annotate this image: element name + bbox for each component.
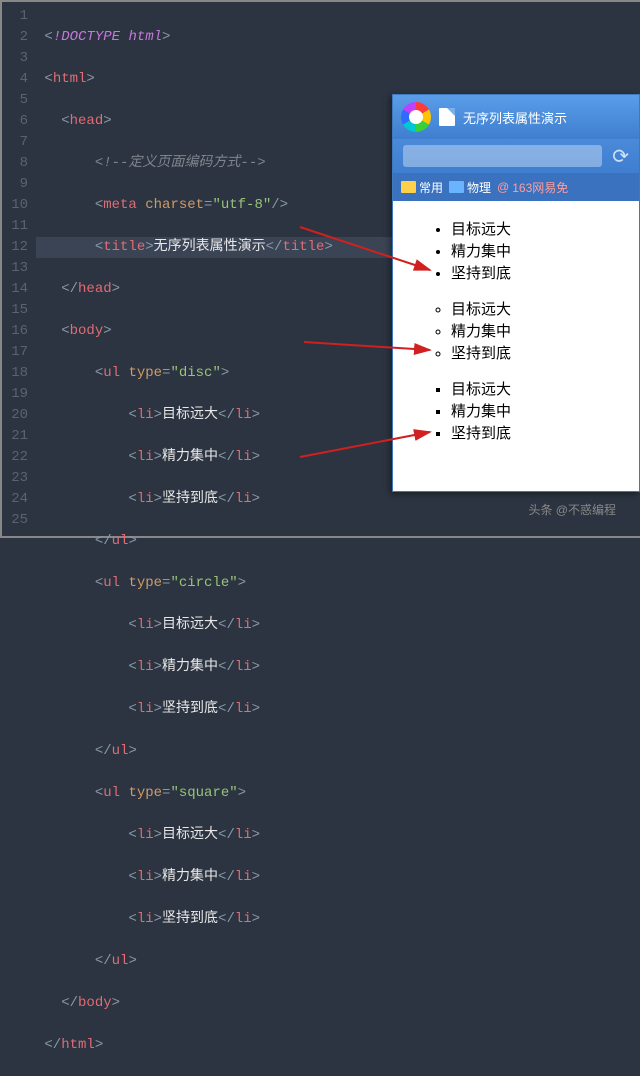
browser-logo-icon[interactable] (401, 102, 431, 132)
line-number-gutter: 1 2 3 4 5 6 7 8 9 10 11 12 13 14 15 16 1… (2, 2, 36, 536)
line-number: 3 (2, 48, 28, 69)
list-item: 目标远大 (451, 219, 639, 241)
line-number: 21 (2, 426, 28, 447)
code-line: <li>精力集中</li> (36, 657, 640, 678)
line-number: 11 (2, 216, 28, 237)
line-number: 23 (2, 468, 28, 489)
code-line: </ul> (36, 951, 640, 972)
browser-preview: 无序列表属性演示 ⟳ 常用 物理 @163网易免 目标远大 精力集中 坚持到底 … (392, 94, 640, 492)
code-line: <ul type="circle"> (36, 573, 640, 594)
line-number: 20 (2, 405, 28, 426)
code-line: <li>目标远大</li> (36, 825, 640, 846)
code-line: </ul> (36, 741, 640, 762)
line-number: 24 (2, 489, 28, 510)
list-item: 精力集中 (451, 401, 639, 423)
line-number: 14 (2, 279, 28, 300)
line-number: 16 (2, 321, 28, 342)
line-number: 1 (2, 6, 28, 27)
code-line: <ul type="square"> (36, 783, 640, 804)
line-number: 5 (2, 90, 28, 111)
list-item: 目标远大 (451, 299, 639, 321)
line-number: 9 (2, 174, 28, 195)
code-line: <li>坚持到底</li> (36, 909, 640, 930)
list-item: 精力集中 (451, 321, 639, 343)
browser-toolbar: ⟳ (393, 139, 639, 173)
code-line: <li>目标远大</li> (36, 615, 640, 636)
bookmark-item[interactable]: 常用 (401, 179, 443, 196)
code-line: </ul> (36, 531, 640, 552)
address-bar[interactable] (403, 145, 602, 167)
list-disc: 目标远大 精力集中 坚持到底 (433, 219, 639, 285)
line-number: 4 (2, 69, 28, 90)
line-number: 12 (2, 237, 28, 258)
code-line: <li>坚持到底</li> (36, 699, 640, 720)
list-item: 坚持到底 (451, 423, 639, 445)
code-line: </html> (36, 1035, 640, 1056)
line-number: 8 (2, 153, 28, 174)
watermark-text: 头条 @不惑编程 (528, 501, 616, 518)
browser-tabbar: 无序列表属性演示 (393, 95, 639, 139)
line-number: 6 (2, 111, 28, 132)
line-number: 13 (2, 258, 28, 279)
line-number: 2 (2, 27, 28, 48)
list-circle: 目标远大 精力集中 坚持到底 (433, 299, 639, 365)
list-item: 目标远大 (451, 379, 639, 401)
list-item: 精力集中 (451, 241, 639, 263)
code-line: <li>精力集中</li> (36, 867, 640, 888)
line-number: 7 (2, 132, 28, 153)
line-number: 19 (2, 384, 28, 405)
browser-viewport: 目标远大 精力集中 坚持到底 目标远大 精力集中 坚持到底 目标远大 精力集中 … (393, 201, 639, 445)
refresh-icon[interactable]: ⟳ (612, 144, 629, 169)
code-line: <html> (36, 69, 640, 90)
bookmark-item[interactable]: 物理 (449, 179, 491, 196)
line-number: 22 (2, 447, 28, 468)
file-icon (439, 108, 455, 126)
code-line: </body> (36, 993, 640, 1014)
netease-icon: @ (497, 180, 509, 194)
list-item: 坚持到底 (451, 263, 639, 285)
bookmarks-bar: 常用 物理 @163网易免 (393, 173, 639, 201)
line-number: 25 (2, 510, 28, 531)
bookmark-item[interactable]: @163网易免 (497, 179, 568, 196)
browser-tab-title[interactable]: 无序列表属性演示 (463, 108, 567, 127)
line-number: 18 (2, 363, 28, 384)
folder-icon (401, 181, 416, 193)
list-square: 目标远大 精力集中 坚持到底 (433, 379, 639, 445)
code-line: <!DOCTYPE html> (36, 27, 640, 48)
folder-icon (449, 181, 464, 193)
line-number: 10 (2, 195, 28, 216)
list-item: 坚持到底 (451, 343, 639, 365)
line-number: 17 (2, 342, 28, 363)
line-number: 15 (2, 300, 28, 321)
